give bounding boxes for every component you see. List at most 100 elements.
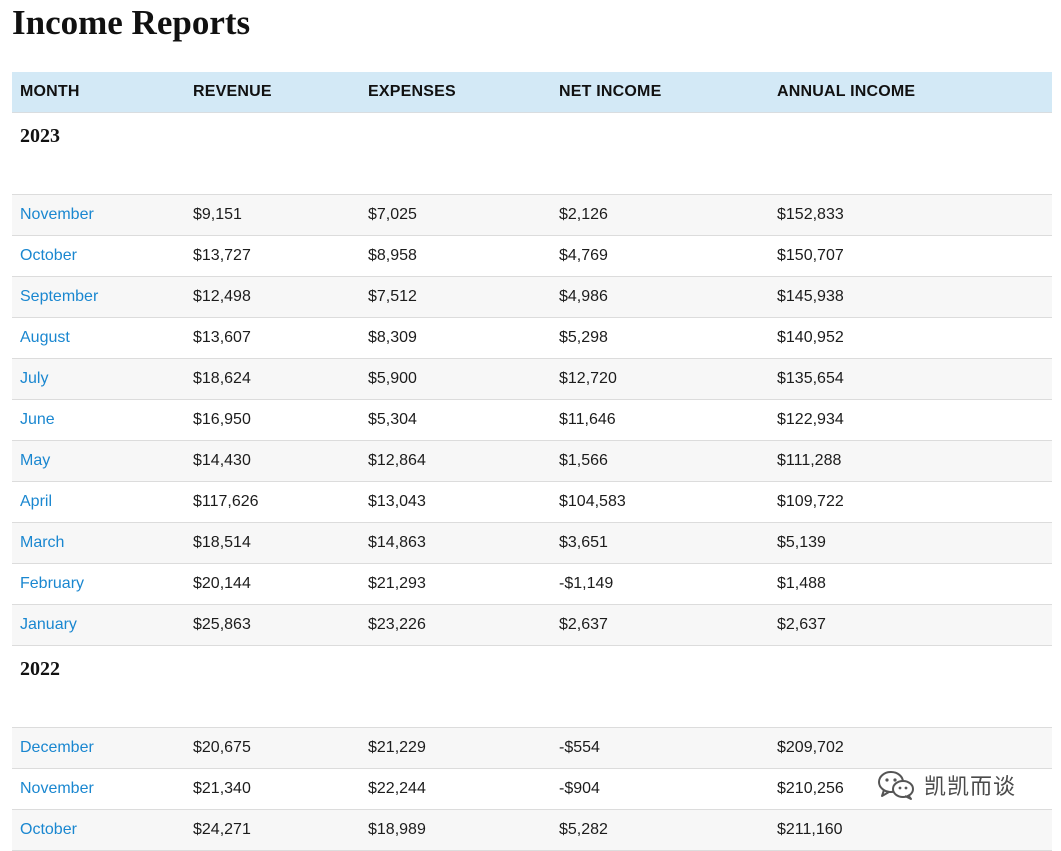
cell-net-income: $5,298 (551, 317, 769, 359)
table-row: November $21,340 $22,244 -$904 $210,256 (12, 768, 1052, 810)
cell-net-income: $104,583 (551, 481, 769, 523)
cell-annual-income: $150,707 (769, 235, 1052, 277)
cell-annual-income: $122,934 (769, 399, 1052, 441)
month-link[interactable]: December (12, 727, 185, 769)
cell-annual-income: $2,637 (769, 604, 1052, 646)
table-row: March $18,514 $14,863 $3,651 $5,139 (12, 522, 1052, 564)
cell-annual-income: $111,288 (769, 440, 1052, 482)
column-header-revenue: REVENUE (185, 72, 360, 113)
cell-annual-income: $5,139 (769, 522, 1052, 564)
month-link[interactable]: October (12, 809, 185, 851)
column-header-net-income: NET INCOME (551, 72, 769, 113)
column-header-month: MONTH (12, 72, 185, 113)
table-row: October $24,271 $18,989 $5,282 $211,160 (12, 809, 1052, 851)
cell-revenue: $117,626 (185, 481, 360, 523)
table-row: August $13,607 $8,309 $5,298 $140,952 (12, 317, 1052, 359)
month-link[interactable]: July (12, 358, 185, 400)
month-link[interactable]: January (12, 604, 185, 646)
cell-net-income: -$554 (551, 727, 769, 769)
cell-revenue: $25,863 (185, 604, 360, 646)
column-header-annual-income: ANNUAL INCOME (769, 72, 1052, 113)
cell-annual-income: $135,654 (769, 358, 1052, 400)
year-group-row: 2023 (12, 112, 1052, 195)
cell-net-income: $11,646 (551, 399, 769, 441)
cell-expenses: $21,293 (360, 563, 551, 605)
cell-revenue: $21,340 (185, 768, 360, 810)
cell-annual-income: $145,938 (769, 276, 1052, 318)
month-link[interactable]: November (12, 194, 185, 236)
watermark-text: 凯凯而谈 (924, 775, 1017, 800)
cell-net-income: $1,566 (551, 440, 769, 482)
cell-net-income: $4,986 (551, 276, 769, 318)
cell-expenses: $22,244 (360, 768, 551, 810)
cell-revenue: $13,607 (185, 317, 360, 359)
year-group-row: 2022 (12, 645, 1052, 728)
month-link[interactable]: February (12, 563, 185, 605)
cell-net-income: $5,282 (551, 809, 769, 851)
cell-revenue: $16,950 (185, 399, 360, 441)
cell-revenue: $20,675 (185, 727, 360, 769)
cell-revenue: $18,514 (185, 522, 360, 564)
cell-expenses: $14,863 (360, 522, 551, 564)
month-link[interactable]: November (12, 768, 185, 810)
month-link[interactable]: October (12, 235, 185, 277)
cell-annual-income: $211,160 (769, 809, 1052, 851)
table-header: MONTH REVENUE EXPENSES NET INCOME ANNUAL… (12, 72, 1052, 113)
table-row: April $117,626 $13,043 $104,583 $109,722 (12, 481, 1052, 523)
table-row: January $25,863 $23,226 $2,637 $2,637 (12, 604, 1052, 646)
header-row: MONTH REVENUE EXPENSES NET INCOME ANNUAL… (12, 72, 1052, 113)
month-link[interactable]: May (12, 440, 185, 482)
cell-annual-income: $152,833 (769, 194, 1052, 236)
month-link[interactable]: June (12, 399, 185, 441)
year-heading: 2022 (12, 645, 1052, 728)
table-row: September $12,498 $7,512 $4,986 $145,938 (12, 276, 1052, 318)
month-link[interactable]: April (12, 481, 185, 523)
cell-expenses: $13,043 (360, 481, 551, 523)
wechat-icon (876, 769, 916, 801)
cell-revenue: $14,430 (185, 440, 360, 482)
cell-revenue: $12,498 (185, 276, 360, 318)
table-row: July $18,624 $5,900 $12,720 $135,654 (12, 358, 1052, 400)
column-header-expenses: EXPENSES (360, 72, 551, 113)
table-row: November $9,151 $7,025 $2,126 $152,833 (12, 194, 1052, 236)
cell-expenses: $5,304 (360, 399, 551, 441)
cell-revenue: $9,151 (185, 194, 360, 236)
cell-expenses: $7,512 (360, 276, 551, 318)
page-title: Income Reports (12, 3, 251, 42)
table-row: June $16,950 $5,304 $11,646 $122,934 (12, 399, 1052, 441)
table-row: December $20,675 $21,229 -$554 $209,702 (12, 727, 1052, 769)
cell-net-income: $2,126 (551, 194, 769, 236)
cell-expenses: $12,864 (360, 440, 551, 482)
cell-revenue: $20,144 (185, 563, 360, 605)
table-body: 2023 November $9,151 $7,025 $2,126 $152,833 Oc… (12, 112, 1052, 851)
table-row: February $20,144 $21,293 -$1,149 $1,488 (12, 563, 1052, 605)
cell-expenses: $5,900 (360, 358, 551, 400)
cell-expenses: $18,989 (360, 809, 551, 851)
month-link[interactable]: March (12, 522, 185, 564)
cell-expenses: $8,309 (360, 317, 551, 359)
cell-annual-income: $1,488 (769, 563, 1052, 605)
cell-net-income: -$1,149 (551, 563, 769, 605)
year-heading: 2023 (12, 112, 1052, 195)
cell-revenue: $24,271 (185, 809, 360, 851)
cell-net-income: $12,720 (551, 358, 769, 400)
cell-revenue: $18,624 (185, 358, 360, 400)
table-row: October $13,727 $8,958 $4,769 $150,707 (12, 235, 1052, 277)
cell-expenses: $7,025 (360, 194, 551, 236)
month-link[interactable]: September (12, 276, 185, 318)
month-link[interactable]: August (12, 317, 185, 359)
cell-annual-income: $140,952 (769, 317, 1052, 359)
cell-net-income: $2,637 (551, 604, 769, 646)
table-row: May $14,430 $12,864 $1,566 $111,288 (12, 440, 1052, 482)
cell-expenses: $21,229 (360, 727, 551, 769)
watermark: 凯凯而谈 (876, 768, 1016, 802)
cell-annual-income: $109,722 (769, 481, 1052, 523)
cell-expenses: $8,958 (360, 235, 551, 277)
cell-net-income: $4,769 (551, 235, 769, 277)
cell-net-income: $3,651 (551, 522, 769, 564)
cell-annual-income: $209,702 (769, 727, 1052, 769)
cell-expenses: $23,226 (360, 604, 551, 646)
income-report-table: MONTH REVENUE EXPENSES NET INCOME ANNUAL… (12, 72, 1052, 851)
cell-net-income: -$904 (551, 768, 769, 810)
cell-revenue: $13,727 (185, 235, 360, 277)
